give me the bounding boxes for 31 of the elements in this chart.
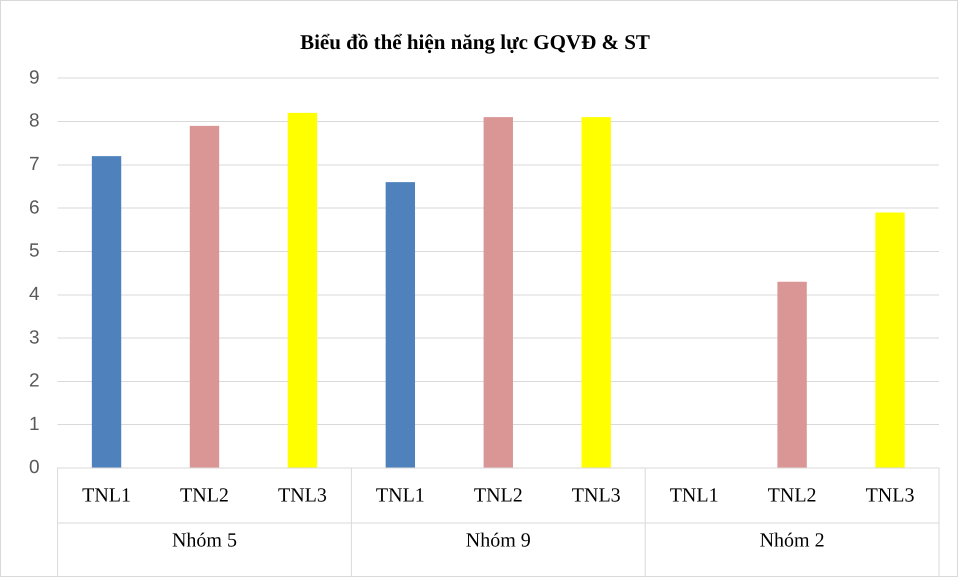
bar xyxy=(386,182,416,468)
x-tick-label: TNL3 xyxy=(866,484,914,506)
chart-title: Biểu đồ thể hiện năng lực GQVĐ & ST xyxy=(300,30,650,54)
bar xyxy=(288,112,318,468)
y-tick-label: 1 xyxy=(28,414,40,435)
x-tick-label: TNL1 xyxy=(670,484,719,506)
bar xyxy=(582,117,611,468)
x-tick-label: TNL3 xyxy=(572,484,621,506)
y-tick-label: 6 xyxy=(28,197,40,218)
y-tick-label: 3 xyxy=(28,327,40,348)
text: Nhóm 9 xyxy=(466,529,531,552)
y-tick-label: 4 xyxy=(28,284,40,305)
x-tick-label: TNL1 xyxy=(82,484,131,506)
y-tick-label: 5 xyxy=(28,240,40,262)
x-tick-label: TNL1 xyxy=(376,484,425,506)
x-tick-label: TNL2 xyxy=(768,484,817,506)
y-tick-label: 0 xyxy=(28,457,40,478)
x-tick-label: TNL2 xyxy=(180,484,229,506)
y-tick-label: 8 xyxy=(28,110,40,132)
text: Nhóm 5 xyxy=(172,529,237,552)
bar xyxy=(190,126,220,468)
bar xyxy=(484,117,513,468)
y-tick-label: 2 xyxy=(28,370,40,392)
x-tick-label: TNL2 xyxy=(474,484,523,506)
bar xyxy=(875,212,905,468)
y-tick-label: 7 xyxy=(28,154,40,176)
y-tick-label: 9 xyxy=(28,67,40,88)
text: Nhóm 2 xyxy=(760,529,825,552)
x-tick-label: TNL3 xyxy=(278,484,327,506)
bar xyxy=(92,156,122,468)
bar xyxy=(777,282,807,468)
